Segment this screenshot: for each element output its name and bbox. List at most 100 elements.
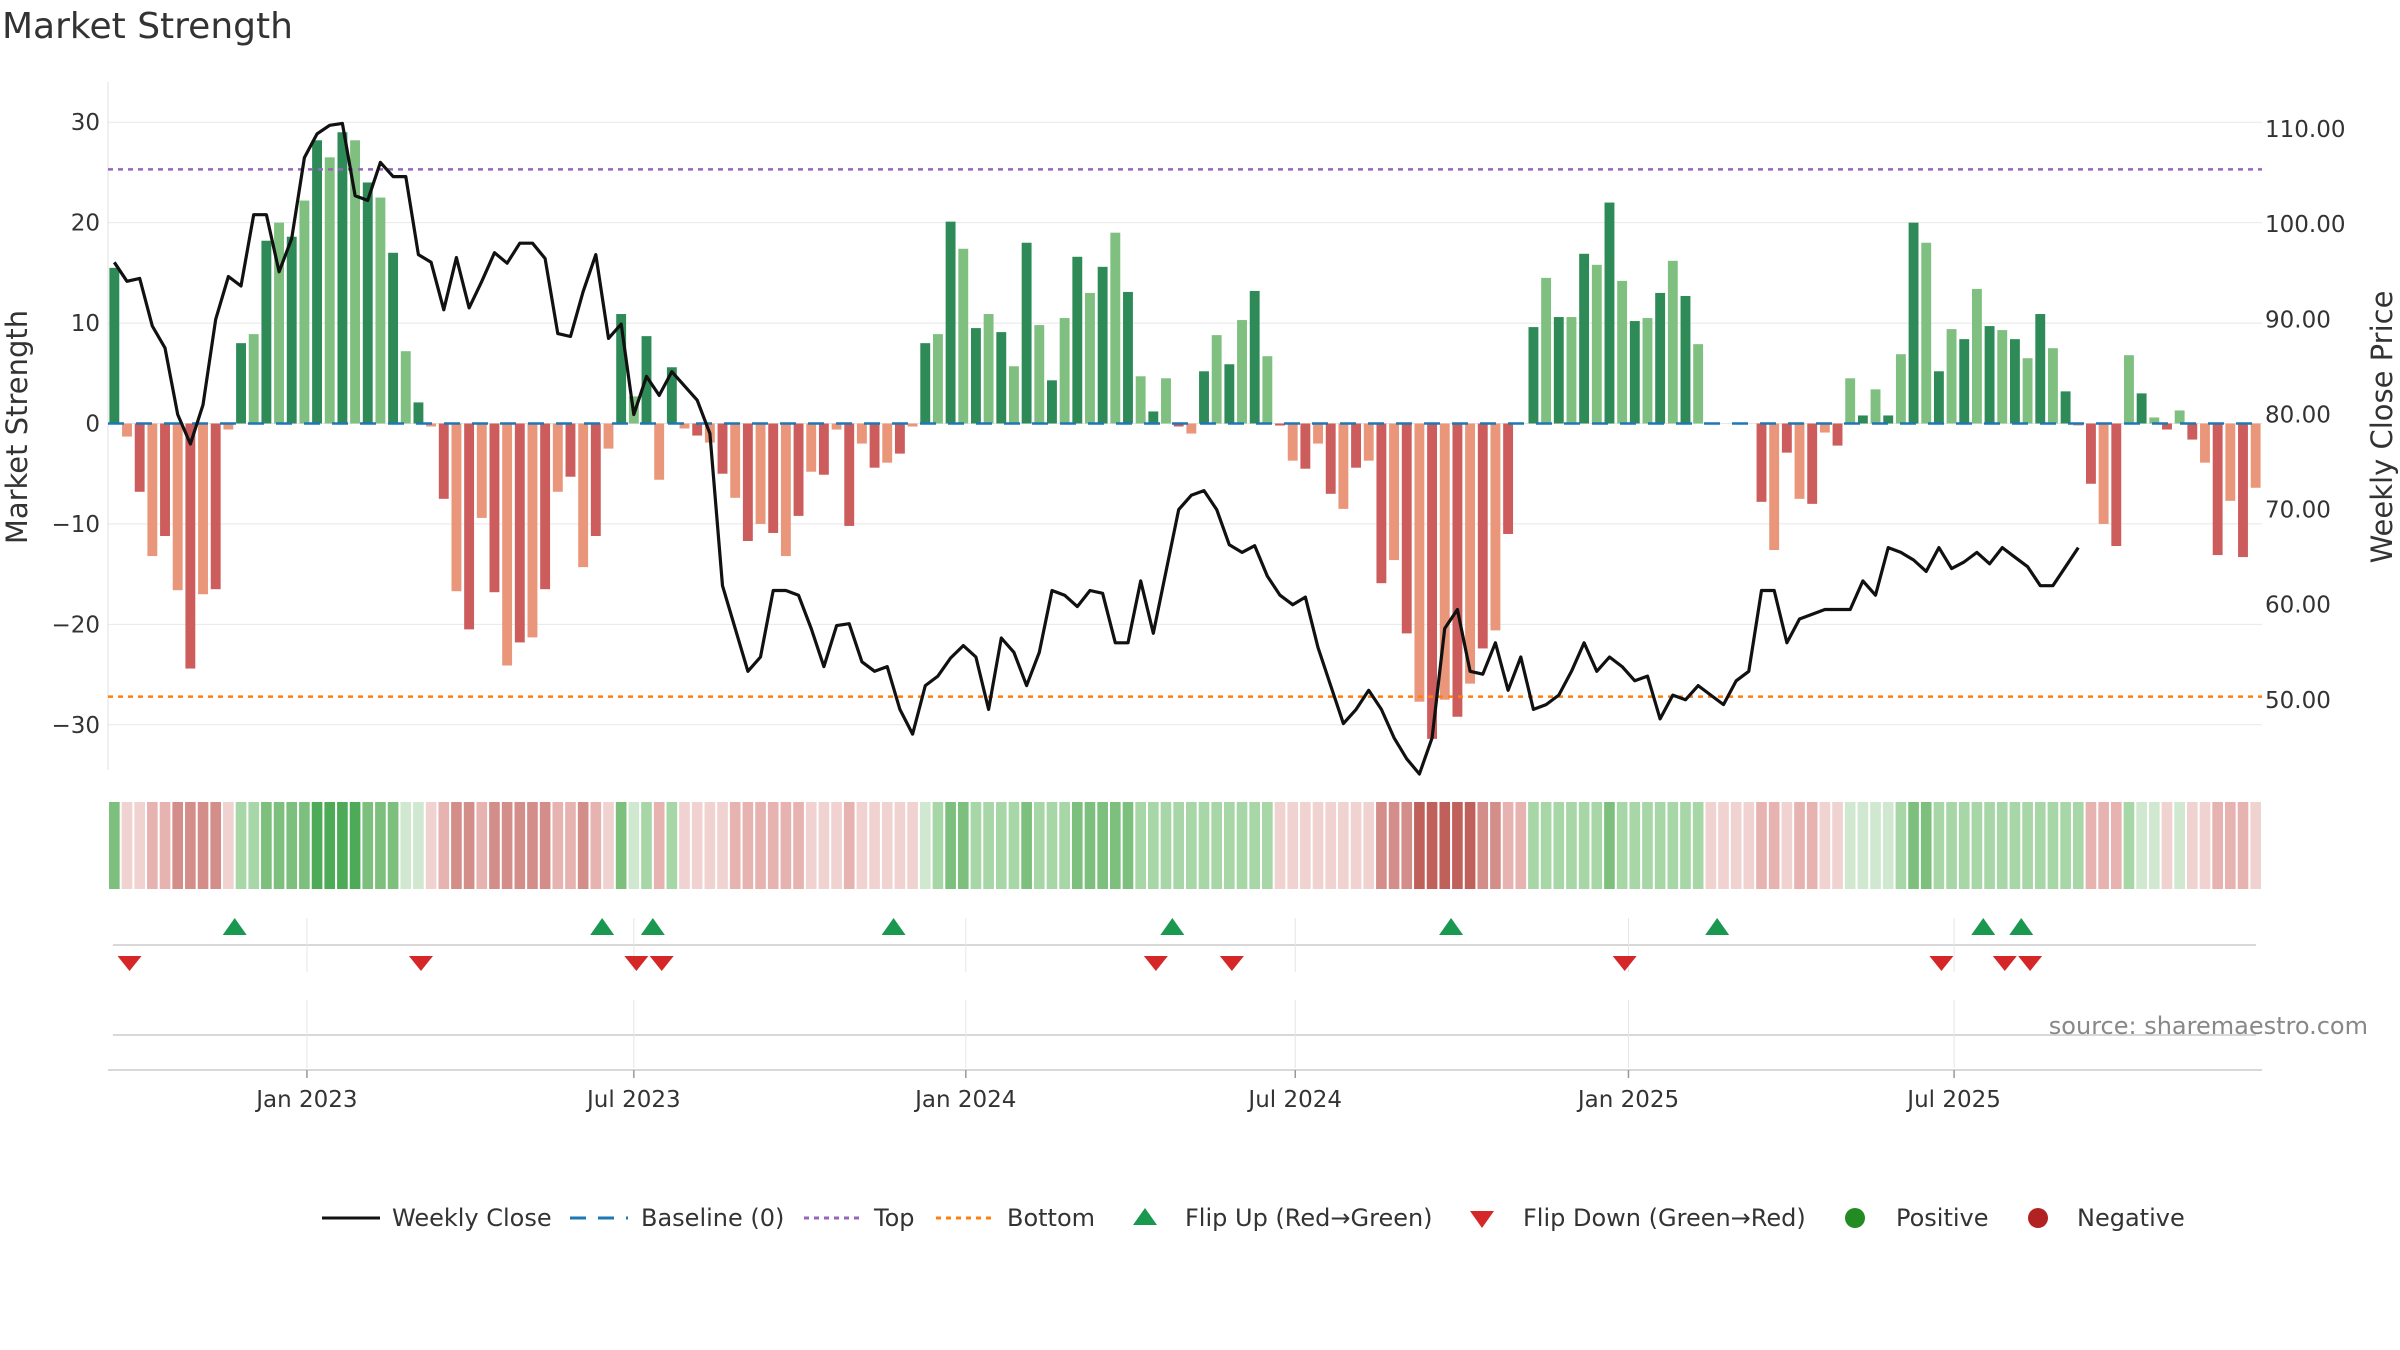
heatmap-cell	[1414, 802, 1425, 889]
heatmap-cell	[1388, 802, 1400, 889]
strength-bar	[286, 236, 297, 424]
heatmap-cell	[1186, 802, 1197, 889]
strength-bar	[1617, 280, 1628, 424]
strength-bar	[1997, 330, 2008, 424]
flip-up-marker	[1971, 918, 1996, 935]
heatmap-cell	[1730, 802, 1742, 889]
strength-bar	[1059, 318, 1070, 424]
strength-bar	[1237, 320, 1247, 424]
strength-bar	[958, 248, 969, 424]
heatmap-cell	[995, 802, 1007, 889]
strength-bar	[350, 140, 361, 424]
strength-bar	[1857, 415, 1868, 424]
heatmap-cell	[919, 802, 931, 889]
heatmap-cell	[400, 802, 412, 889]
strength-bar	[1313, 423, 1323, 444]
heatmap-cell	[197, 802, 209, 889]
right-tick-label: 50.00	[2265, 688, 2331, 714]
strength-bar	[1338, 423, 1349, 509]
close-price-line	[112, 121, 2080, 776]
strength-bar	[2250, 423, 2261, 488]
strength-bar	[426, 423, 437, 427]
heatmap-cell	[565, 802, 576, 889]
strength-bar	[1946, 329, 1957, 424]
strength-bar	[1629, 321, 1640, 424]
strength-bar	[1680, 295, 1691, 424]
heatmap-cell	[1211, 802, 1222, 889]
legend-label: Weekly Close	[392, 1204, 552, 1232]
strength-bar	[261, 240, 272, 424]
strength-bar	[2086, 423, 2096, 484]
heatmap-cell	[590, 802, 602, 889]
strength-bar	[400, 351, 411, 424]
flip-down-marker	[1143, 956, 1168, 971]
strength-bar	[1262, 356, 1273, 424]
flip-up-marker	[590, 918, 615, 935]
strength-bar	[768, 423, 779, 533]
heatmap-cell	[324, 802, 336, 889]
strength-bar	[920, 343, 931, 424]
strength-bar	[2225, 423, 2236, 501]
heatmap-cell	[717, 802, 728, 889]
right-tick-label: 60.00	[2265, 593, 2331, 619]
heatmap-cell	[2174, 802, 2185, 889]
strength-bar	[1401, 423, 1412, 634]
strength-bar	[438, 423, 449, 499]
heatmap-cell	[793, 802, 804, 889]
strength-bar	[1325, 423, 1336, 494]
strength-bar	[755, 423, 766, 524]
strength-bar	[1186, 423, 1197, 434]
strength-bar	[2009, 339, 2020, 424]
heatmap-cell	[805, 802, 817, 889]
legend-item-baseline: Baseline (0)	[570, 1204, 784, 1232]
strength-bar	[578, 423, 589, 568]
heatmap-cell	[2034, 802, 2046, 889]
flip-down-marker	[1219, 956, 1244, 971]
strength-bar	[476, 423, 487, 518]
x-tick-label: Jul 2023	[585, 1087, 681, 1113]
heatmap-cell	[729, 802, 741, 889]
heatmap-cell	[1768, 802, 1780, 889]
flip-down-marker	[624, 956, 649, 971]
heatmap-cell	[1249, 802, 1261, 889]
strength-bar	[1199, 371, 1209, 424]
heatmap-cell	[1477, 802, 1489, 889]
strength-bar	[1287, 423, 1298, 461]
heatmap-cell	[1692, 802, 1704, 889]
strength-bar	[1477, 423, 1488, 649]
strength-bar	[616, 314, 627, 424]
heatmap-cell	[1173, 802, 1184, 889]
heatmap-cell	[818, 802, 830, 889]
strength-bar	[1414, 423, 1425, 702]
heatmap-cell	[894, 802, 906, 889]
strength-bar	[1351, 423, 1361, 468]
heatmap-cell	[615, 802, 627, 889]
heatmap-cell	[1338, 802, 1349, 889]
left-axis-ticks: 30 20 10 0 −10 −20 −30	[51, 110, 100, 739]
strength-bar	[1047, 380, 1057, 424]
strength-bar	[818, 423, 829, 475]
strength-bar	[907, 423, 918, 427]
strength-bar	[1541, 277, 1552, 424]
heatmap-cell	[1084, 802, 1096, 889]
strength-bar	[1908, 222, 1919, 424]
heatmap-cell	[2250, 802, 2261, 889]
strength-bar	[2022, 358, 2033, 424]
strength-bar	[122, 423, 132, 437]
heatmap-cell	[691, 802, 703, 889]
heatmap-cell	[1794, 802, 1805, 889]
heatmap-cell	[1781, 802, 1793, 889]
flip-up-marker	[222, 918, 247, 935]
strength-bar	[1034, 325, 1045, 424]
strength-bar	[1503, 423, 1514, 534]
heatmap-cell	[1604, 802, 1615, 889]
strength-bar	[337, 132, 348, 424]
heatmap-cell	[2098, 802, 2109, 889]
heatmap-cell	[970, 802, 982, 889]
strength-bar	[2098, 423, 2109, 524]
strength-bar	[1363, 423, 1374, 461]
legend-label: Flip Down (Green→Red)	[1523, 1204, 1806, 1232]
heatmap-cell	[1616, 802, 1628, 889]
strength-bar	[1971, 288, 1982, 424]
heatmap-cell	[1654, 802, 1666, 889]
